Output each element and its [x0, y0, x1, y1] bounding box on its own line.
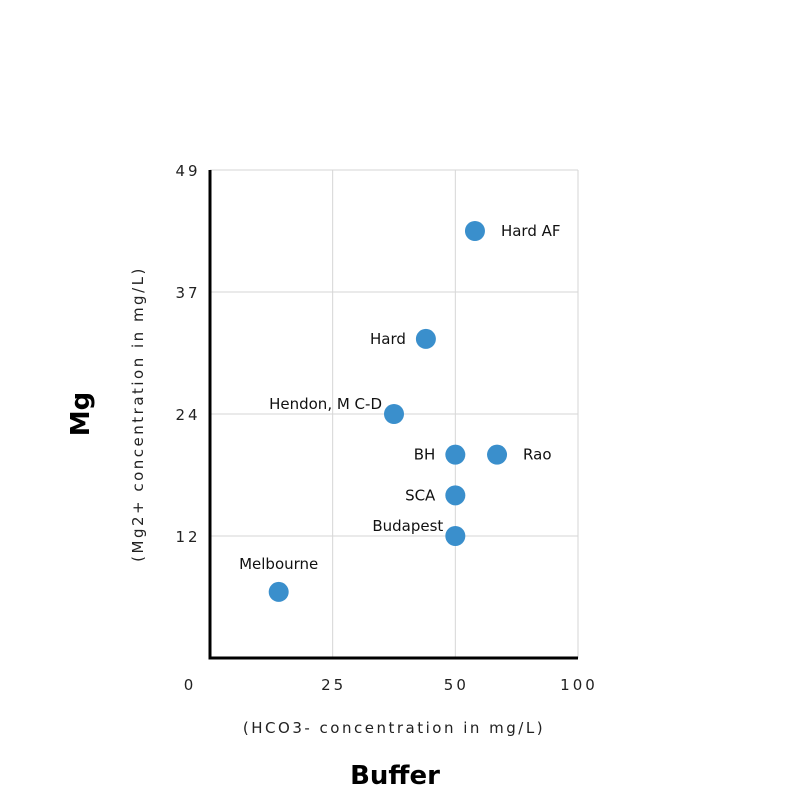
tick-labels: 0 25 50 100 12 24 37 49 — [175, 162, 598, 694]
x-tick-label: 50 — [444, 676, 469, 694]
x-tick-label: 0 — [184, 676, 197, 694]
x-tick-label: 100 — [560, 676, 598, 694]
data-point — [445, 485, 466, 506]
point-label: Hard — [370, 330, 406, 348]
x-tick-label: 25 — [321, 676, 346, 694]
y-tick-label: 37 — [175, 284, 200, 302]
point-label: BH — [414, 446, 436, 464]
point-label: Hendon, M C-D — [269, 395, 382, 413]
data-point — [268, 581, 289, 602]
point-label: Budapest — [372, 517, 443, 535]
data-point — [487, 444, 508, 465]
point-label: SCA — [405, 486, 436, 504]
point-label: Rao — [523, 446, 551, 464]
data-point — [384, 404, 404, 424]
data-points: Hard AF Hard Hendon, M C-D BH Rao SCA Budapest… — [239, 221, 561, 602]
point-label: Melbourne — [239, 555, 318, 573]
data-point — [445, 526, 466, 546]
x-axis-title: Buffer — [350, 761, 440, 791]
y-axis-subtitle: (Mg2+ concentration in mg/L) — [129, 266, 147, 562]
y-tick-label: 24 — [175, 406, 200, 424]
data-point — [445, 444, 466, 465]
x-axis-subtitle: (HCO3- concentration in mg/L) — [243, 719, 545, 737]
y-tick-label: 12 — [175, 528, 200, 546]
axes — [208, 170, 578, 660]
data-point — [464, 221, 485, 241]
point-label: Hard AF — [501, 222, 561, 240]
data-point — [415, 328, 436, 349]
y-axis-title: Mg — [66, 392, 96, 436]
y-tick-label: 49 — [175, 162, 200, 180]
